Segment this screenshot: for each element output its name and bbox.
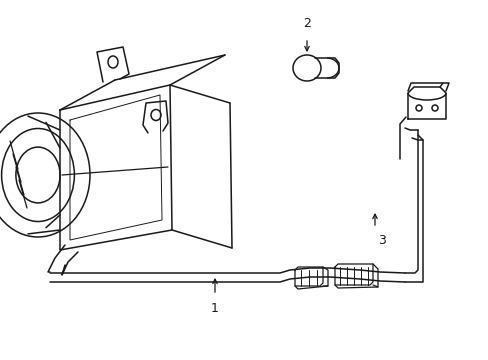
Text: 1: 1 [211, 302, 219, 315]
Text: 2: 2 [303, 17, 310, 30]
Text: 3: 3 [377, 234, 385, 247]
Ellipse shape [292, 55, 320, 81]
